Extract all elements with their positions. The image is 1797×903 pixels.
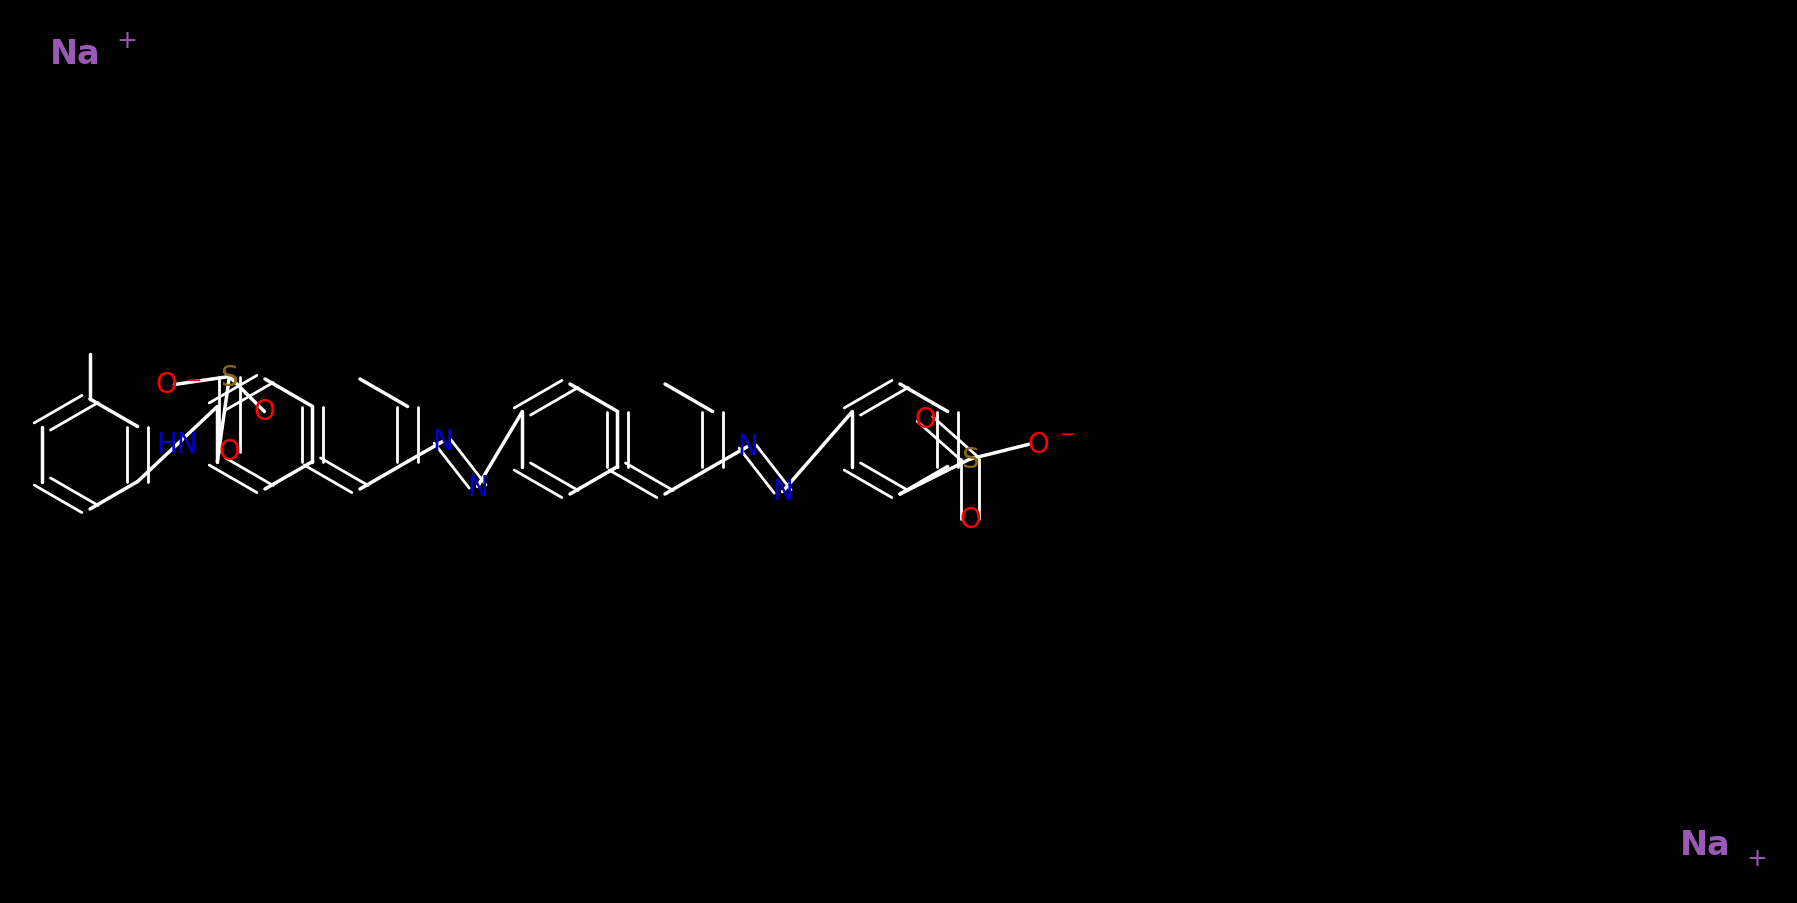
Text: O: O	[1028, 431, 1049, 459]
Text: Na: Na	[50, 38, 101, 70]
Text: N: N	[467, 473, 489, 501]
Text: +: +	[1747, 846, 1768, 870]
Text: O: O	[156, 371, 178, 399]
Text: S: S	[961, 445, 979, 473]
Text: O: O	[219, 438, 241, 466]
Text: N: N	[773, 478, 792, 506]
Text: O: O	[915, 405, 936, 433]
Text: N: N	[433, 428, 453, 456]
Text: N: N	[737, 433, 758, 461]
Text: +: +	[117, 29, 138, 52]
Text: −: −	[187, 370, 203, 389]
Text: HN: HN	[156, 431, 198, 459]
Text: S: S	[221, 363, 239, 391]
Text: O: O	[253, 398, 275, 426]
Text: Na: Na	[1680, 828, 1731, 861]
Text: O: O	[960, 506, 981, 534]
Text: −: −	[1060, 425, 1076, 444]
